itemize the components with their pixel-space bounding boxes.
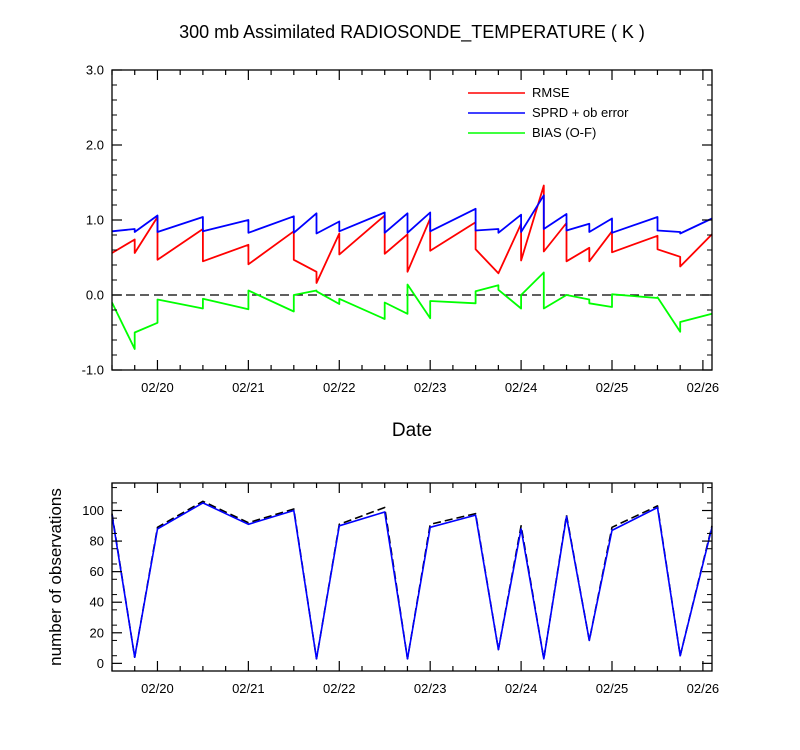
top-y-tick-label-0: -1.0: [82, 363, 104, 378]
top-series-sprd-ob-error: [111, 194, 713, 235]
bottom-y-tick-label-0: 0: [97, 656, 104, 671]
legend: RMSE SPRD + ob error BIAS (O-F): [468, 85, 629, 140]
bottom-x-tick-label-5: 02/25: [596, 681, 629, 696]
bottom-x-tick-label-0: 02/20: [141, 681, 174, 696]
top-x-tick-label-1: 02/21: [232, 380, 265, 395]
top-series-rmse: [111, 184, 713, 284]
top-y-tick-label-1: 0.0: [86, 288, 104, 303]
bottom-x-tick-label-1: 02/21: [232, 681, 265, 696]
top-x-tick-label-0: 02/20: [141, 380, 174, 395]
legend-bias-label: BIAS (O-F): [532, 125, 596, 140]
top-plot: 02/20 02/21 02/22 02/23 02/24 02/25 02/26 -1.0 0…: [82, 63, 720, 442]
top-y-tick-label-3: 2.0: [86, 138, 104, 153]
bottom-plot-frame: [111, 482, 713, 672]
chart-title: 300 mb Assimilated RADIOSONDE_TEMPERATUR…: [179, 22, 645, 43]
bottom-y-tick-label-1: 20: [90, 625, 104, 640]
bottom-x-tick-label-2: 02/22: [323, 681, 356, 696]
bottom-y-tick-label-5: 100: [82, 503, 104, 518]
y-axis-label-observations: number of observations: [46, 488, 65, 666]
bottom-x-tick-label-6: 02/26: [687, 681, 720, 696]
bottom-x-tick-label-4: 02/24: [505, 681, 538, 696]
x-axis-label: Date: [392, 420, 432, 441]
bottom-y-tick-label-4: 80: [90, 534, 104, 549]
top-x-tick-label-3: 02/23: [414, 380, 447, 395]
top-x-tick-label-2: 02/22: [323, 380, 356, 395]
bottom-series-assimilated: [111, 502, 713, 660]
top-x-tick-label-4: 02/24: [505, 380, 538, 395]
bottom-x-tick-label-3: 02/23: [414, 681, 447, 696]
bottom-y-tick-label-3: 60: [90, 564, 104, 579]
legend-sprd-label: SPRD + ob error: [532, 105, 629, 120]
legend-rmse-label: RMSE: [532, 85, 570, 100]
bottom-plot: 02/20 02/21 02/22 02/23 02/24 02/25 02/26 0 20 40…: [46, 482, 720, 696]
top-x-tick-label-5: 02/25: [596, 380, 629, 395]
top-y-tick-label-4: 3.0: [86, 63, 104, 78]
top-y-tick-label-2: 1.0: [86, 213, 104, 228]
bottom-y-tick-label-2: 40: [90, 595, 104, 610]
top-x-tick-label-6: 02/26: [687, 380, 720, 395]
top-series-bias-o-f: [111, 271, 713, 350]
